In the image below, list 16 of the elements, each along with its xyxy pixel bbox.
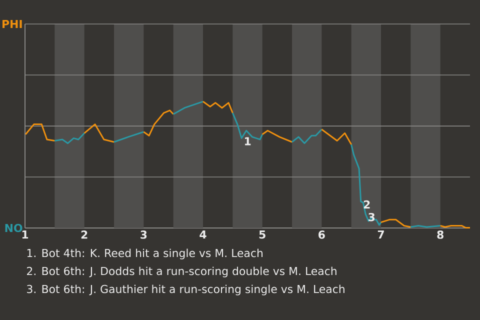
x-tick-label: 2 [81, 230, 88, 239]
x-tick-label: 4 [200, 230, 206, 239]
annotation: 2 [364, 200, 370, 209]
text: 2. Bot 6th: J. Dodds hit a run-scoring double vs M. Leach [27, 266, 336, 278]
annotation: 1 [245, 137, 251, 146]
x-tick-label: 7 [378, 230, 384, 239]
x-tick-label: 6 [318, 230, 325, 239]
text: 1. Bot 4th: K. Reed hit a single vs M. Leach [27, 248, 262, 260]
x-tick-label: 5 [259, 230, 266, 239]
x-tick-label: 3 [140, 230, 147, 239]
text: 3. Bot 6th: J. Gauthier hit a run-scoring single vs M. Leach [27, 284, 344, 296]
x-tick-label: 8 [437, 230, 444, 239]
text: PHI [2, 20, 22, 28]
x-tick-label: 1 [22, 230, 28, 239]
text: NO [5, 224, 22, 232]
annotation: 3 [368, 212, 375, 222]
